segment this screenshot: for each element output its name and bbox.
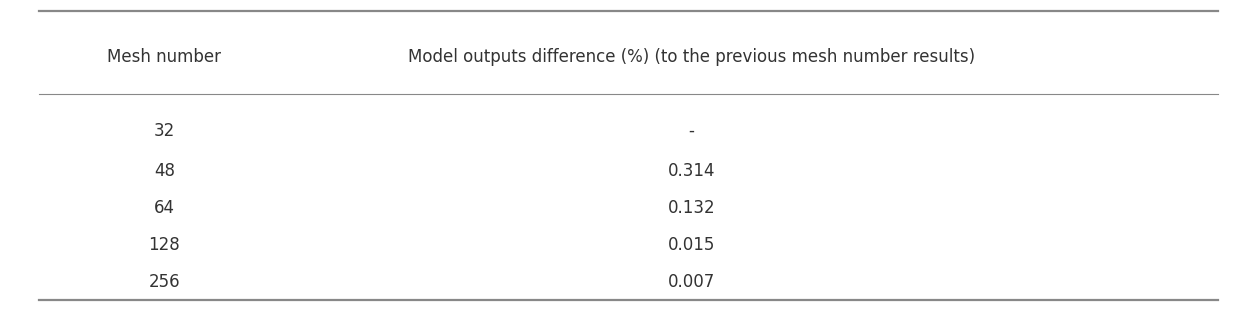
- Text: -: -: [689, 122, 694, 140]
- Text: Model outputs difference (%) (to the previous mesh number results): Model outputs difference (%) (to the pre…: [407, 48, 974, 66]
- Text: 0.015: 0.015: [667, 236, 715, 254]
- Text: 48: 48: [153, 162, 175, 180]
- Text: 0.314: 0.314: [667, 162, 715, 180]
- Text: 0.007: 0.007: [667, 273, 715, 291]
- Text: Mesh number: Mesh number: [107, 48, 221, 66]
- Text: 0.132: 0.132: [667, 199, 715, 217]
- Text: 32: 32: [153, 122, 175, 140]
- Text: 256: 256: [148, 273, 180, 291]
- Text: 128: 128: [148, 236, 180, 254]
- Text: 64: 64: [153, 199, 175, 217]
